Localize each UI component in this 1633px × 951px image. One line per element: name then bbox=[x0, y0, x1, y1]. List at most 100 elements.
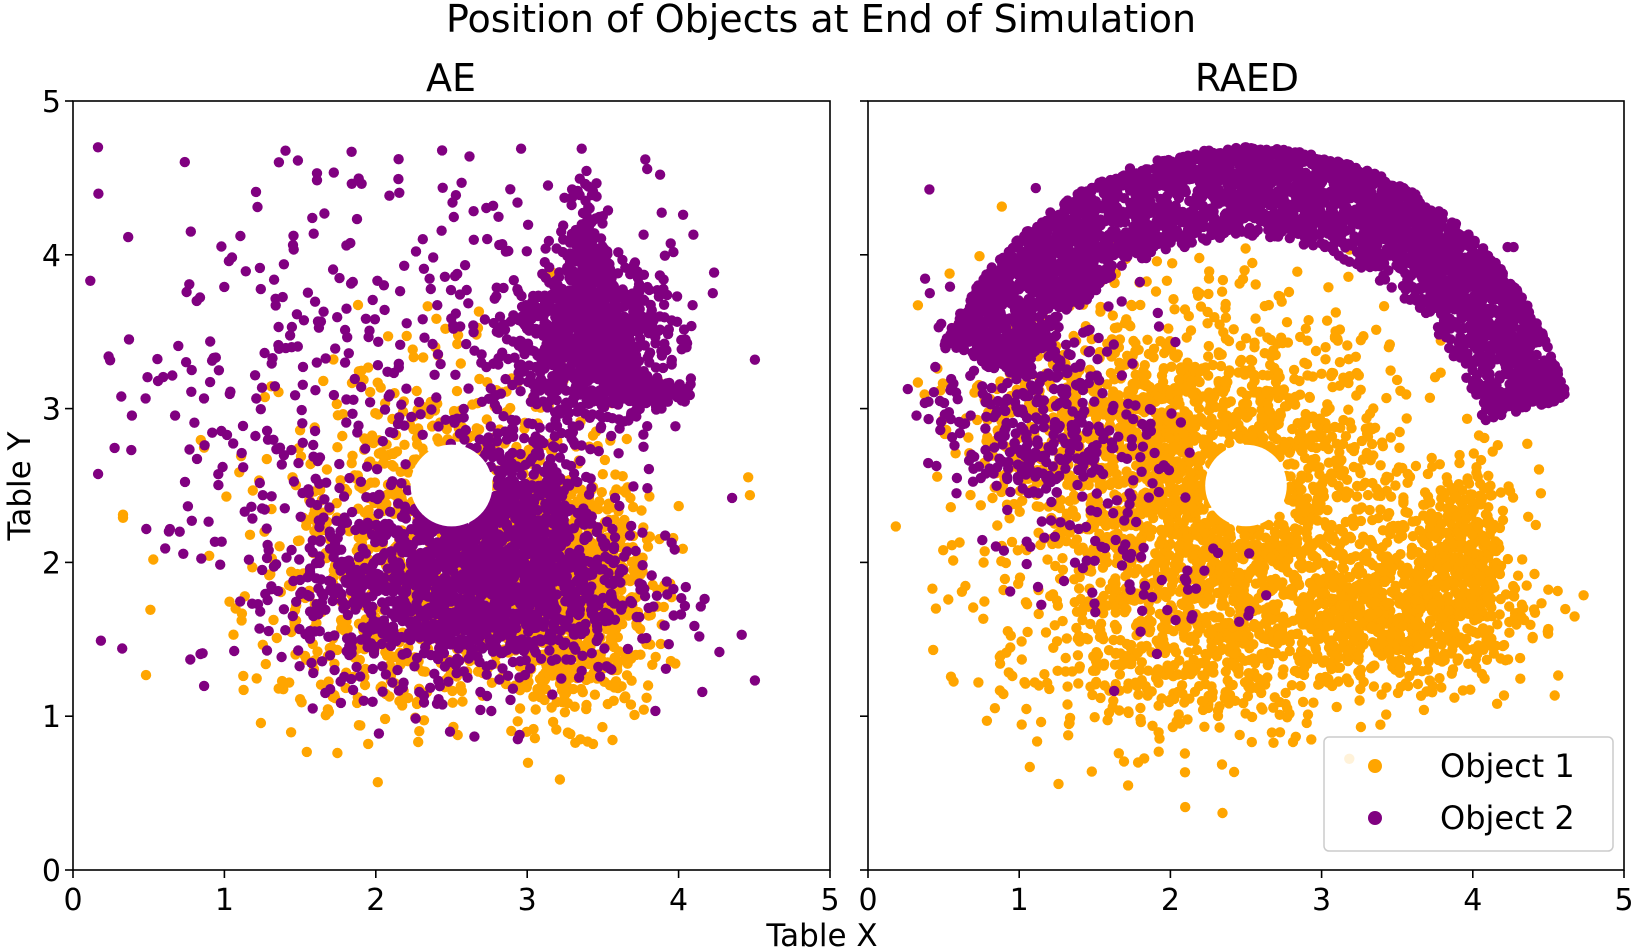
ae-object-2-point bbox=[633, 384, 644, 396]
ae-object-2-point bbox=[377, 436, 388, 447]
ae-object-2-point bbox=[428, 252, 439, 263]
ae-object-2-point bbox=[493, 592, 505, 604]
ae-object-2-point bbox=[642, 421, 653, 432]
ae-object-1-point bbox=[599, 454, 611, 466]
ae-object-2-point bbox=[252, 201, 263, 213]
ae-object-2-point bbox=[496, 468, 508, 479]
ae-object-2-point bbox=[573, 567, 585, 578]
ae-object-2-point bbox=[335, 676, 346, 687]
ae-object-2-point bbox=[519, 669, 531, 681]
ae-object-2-point bbox=[406, 411, 417, 423]
ae-object-2-point bbox=[169, 410, 181, 421]
ae-object-2-point bbox=[432, 300, 443, 311]
ae-object-2-point bbox=[328, 389, 340, 401]
ae-object-1-point bbox=[451, 385, 463, 397]
ae-object-2-point bbox=[504, 484, 515, 495]
ae-object-2-point bbox=[458, 604, 470, 615]
ae-object-2-point bbox=[643, 463, 655, 475]
ae-object-1-point bbox=[363, 738, 374, 750]
ae-object-2-point bbox=[553, 272, 565, 283]
ae-object-2-point bbox=[582, 532, 593, 543]
ae-object-2-point bbox=[539, 343, 551, 354]
ae-object-2-point bbox=[311, 168, 323, 179]
ae-object-1-point bbox=[474, 373, 485, 385]
ae-object-1-point bbox=[626, 675, 637, 686]
ae-object-2-point bbox=[330, 343, 341, 354]
ae-object-1-point bbox=[238, 684, 249, 696]
ae-object-2-point bbox=[419, 332, 430, 343]
ae-object-2-point bbox=[515, 555, 527, 566]
ae-object-2-point bbox=[447, 197, 458, 208]
ae-object-2-point bbox=[433, 694, 444, 705]
ae-object-2-point bbox=[584, 367, 595, 378]
ae-object-2-point bbox=[460, 623, 471, 634]
ae-object-2-point bbox=[456, 177, 467, 188]
ae-object-2-point bbox=[646, 570, 657, 581]
ae-object-1-point bbox=[261, 453, 272, 465]
ae-object-2-point bbox=[530, 438, 542, 449]
ae-object-2-point bbox=[410, 713, 421, 724]
ae-object-2-point bbox=[319, 208, 330, 219]
ae-object-2-point bbox=[522, 636, 534, 647]
ae-object-2-point bbox=[288, 230, 299, 241]
ae-object-2-point bbox=[297, 379, 308, 390]
ae-object-1-point bbox=[285, 727, 297, 738]
ae-object-2-point bbox=[280, 145, 291, 156]
ae-object-1-point bbox=[629, 709, 640, 721]
ae-object-2-point bbox=[348, 597, 359, 609]
ae-object-2-point bbox=[436, 225, 447, 236]
ae-object-2-point bbox=[512, 197, 523, 208]
ae-object-2-point bbox=[590, 560, 601, 571]
ae-object-2-point bbox=[459, 260, 471, 271]
ae-object-2-point bbox=[390, 635, 402, 647]
ae-object-2-point bbox=[535, 653, 547, 664]
ae-object-2-point bbox=[578, 503, 589, 514]
ae-object-2-point bbox=[540, 307, 552, 318]
ae-object-2-point bbox=[609, 555, 621, 566]
ae-object-2-point bbox=[658, 299, 670, 310]
ae-object-2-point bbox=[559, 192, 570, 203]
ae-object-2-point bbox=[670, 421, 681, 432]
ae-object-2-point bbox=[613, 414, 625, 425]
ae-object-2-point bbox=[397, 602, 408, 613]
ae-object-2-point bbox=[393, 154, 404, 165]
ae-object-2-point bbox=[575, 455, 586, 467]
ae-object-2-point bbox=[680, 581, 691, 593]
ae-object-2-point bbox=[392, 664, 403, 676]
ae-object-1-point bbox=[625, 492, 636, 504]
ae-object-2-point bbox=[551, 372, 562, 383]
ae-object-2-point bbox=[697, 686, 708, 698]
ae-object-2-point bbox=[450, 369, 461, 380]
ae-object-2-point bbox=[663, 639, 674, 650]
ae-object-2-point bbox=[345, 237, 356, 249]
ae-object-2-point bbox=[569, 384, 580, 396]
ae-object-2-point bbox=[666, 315, 677, 326]
ae-object-1-point bbox=[582, 736, 593, 747]
ae-object-2-point bbox=[302, 287, 314, 298]
ae-object-2-point bbox=[287, 239, 299, 251]
ae-object-2-point bbox=[505, 618, 516, 629]
ae-object-2-point bbox=[278, 604, 290, 615]
ae-object-2-point bbox=[277, 291, 288, 303]
ae-object-2-point bbox=[507, 683, 519, 694]
ae-object-2-point bbox=[367, 663, 378, 675]
ae-object-2-point bbox=[334, 272, 345, 284]
ae-object-2-point bbox=[439, 534, 450, 545]
ae-object-2-point bbox=[551, 243, 562, 254]
ae-object-2-point bbox=[644, 284, 655, 296]
ae-object-2-point bbox=[355, 476, 367, 487]
ae-object-2-point bbox=[568, 356, 580, 367]
ae-object-2-point bbox=[426, 404, 437, 415]
ae-object-1-point bbox=[627, 501, 639, 513]
ae-object-2-point bbox=[395, 339, 406, 350]
ae-object-2-point bbox=[461, 338, 472, 350]
ae-object-1-point bbox=[362, 507, 374, 518]
ae-object-1-point bbox=[744, 490, 756, 501]
ae-object-2-point bbox=[519, 433, 530, 444]
ae-object-2-point bbox=[546, 628, 557, 639]
ae-object-2-point bbox=[686, 320, 697, 332]
ae-object-2-point bbox=[676, 334, 687, 346]
ae-object-2-point bbox=[371, 464, 383, 475]
